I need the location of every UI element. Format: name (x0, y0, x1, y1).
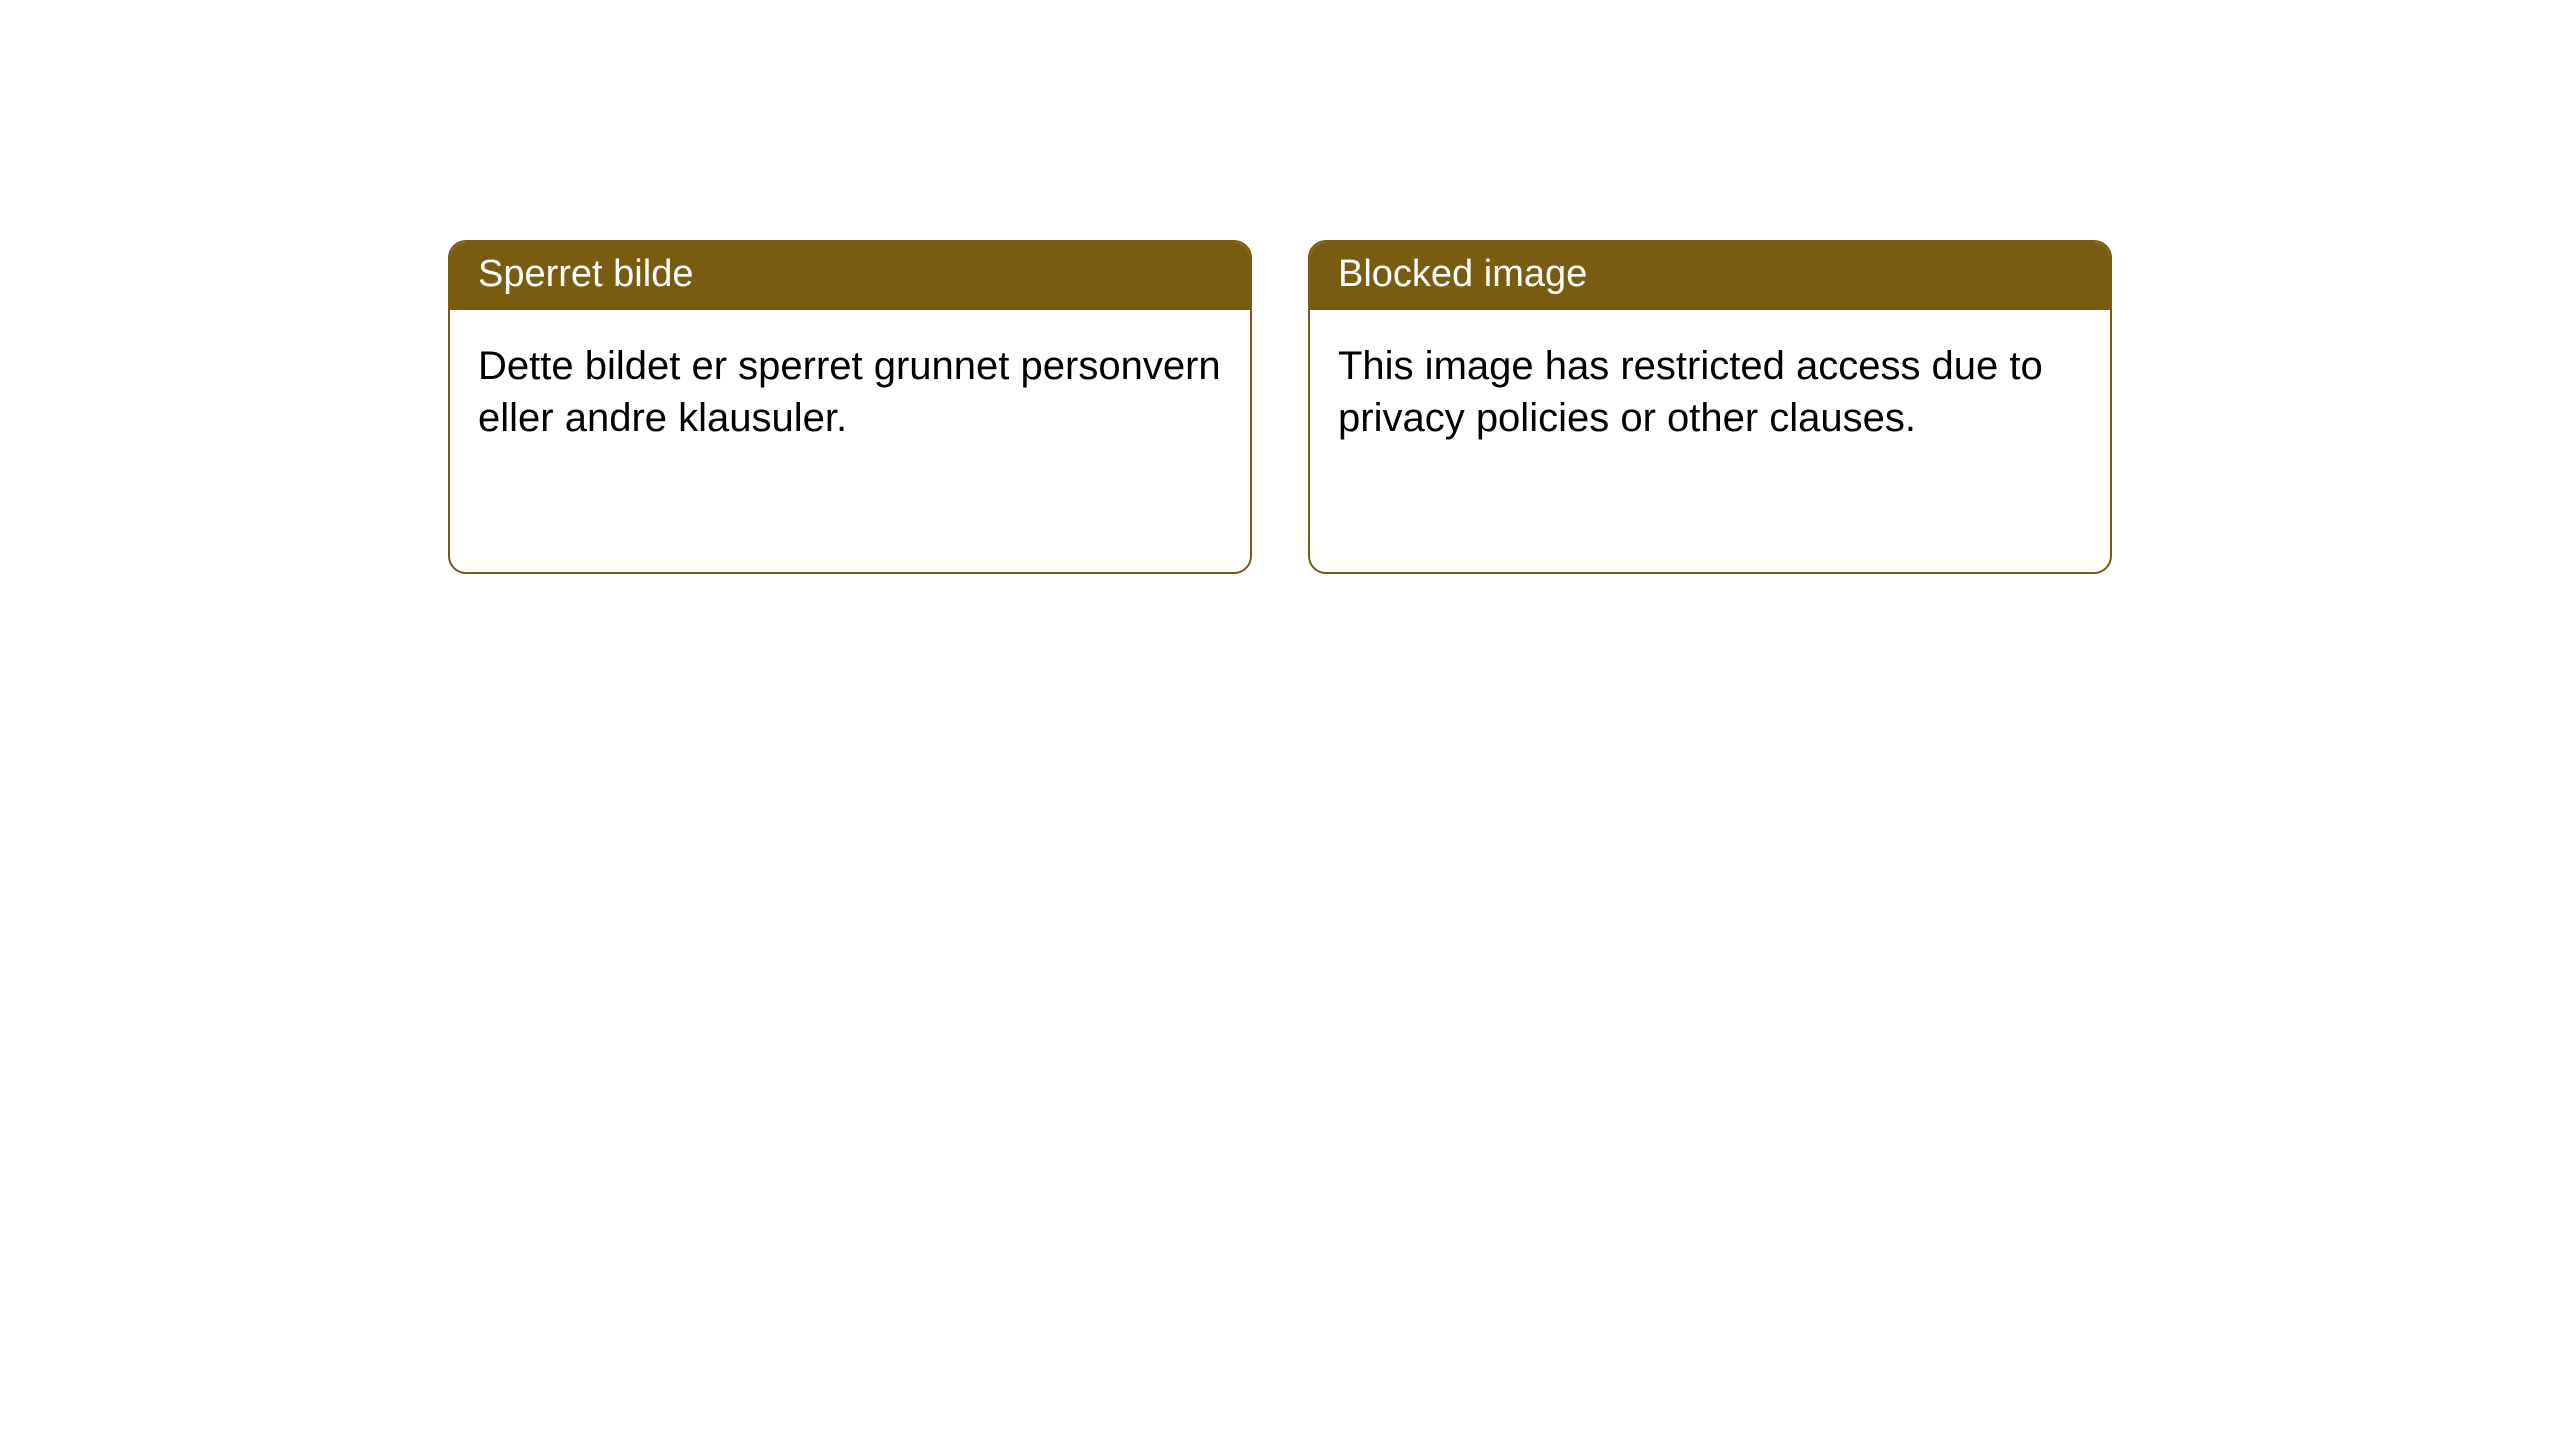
card-title: Sperret bilde (478, 253, 693, 295)
card-body: This image has restricted access due to … (1310, 310, 2110, 474)
notice-card-english: Blocked image This image has restricted … (1308, 240, 2112, 574)
card-title: Blocked image (1338, 253, 1587, 295)
notice-card-norwegian: Sperret bilde Dette bildet er sperret gr… (448, 240, 1252, 574)
card-header: Blocked image (1310, 242, 2110, 310)
card-body: Dette bildet er sperret grunnet personve… (450, 310, 1250, 474)
card-body-text: Dette bildet er sperret grunnet personve… (478, 344, 1221, 440)
card-header: Sperret bilde (450, 242, 1250, 310)
notice-cards-container: Sperret bilde Dette bildet er sperret gr… (0, 0, 2560, 574)
card-body-text: This image has restricted access due to … (1338, 344, 2043, 440)
